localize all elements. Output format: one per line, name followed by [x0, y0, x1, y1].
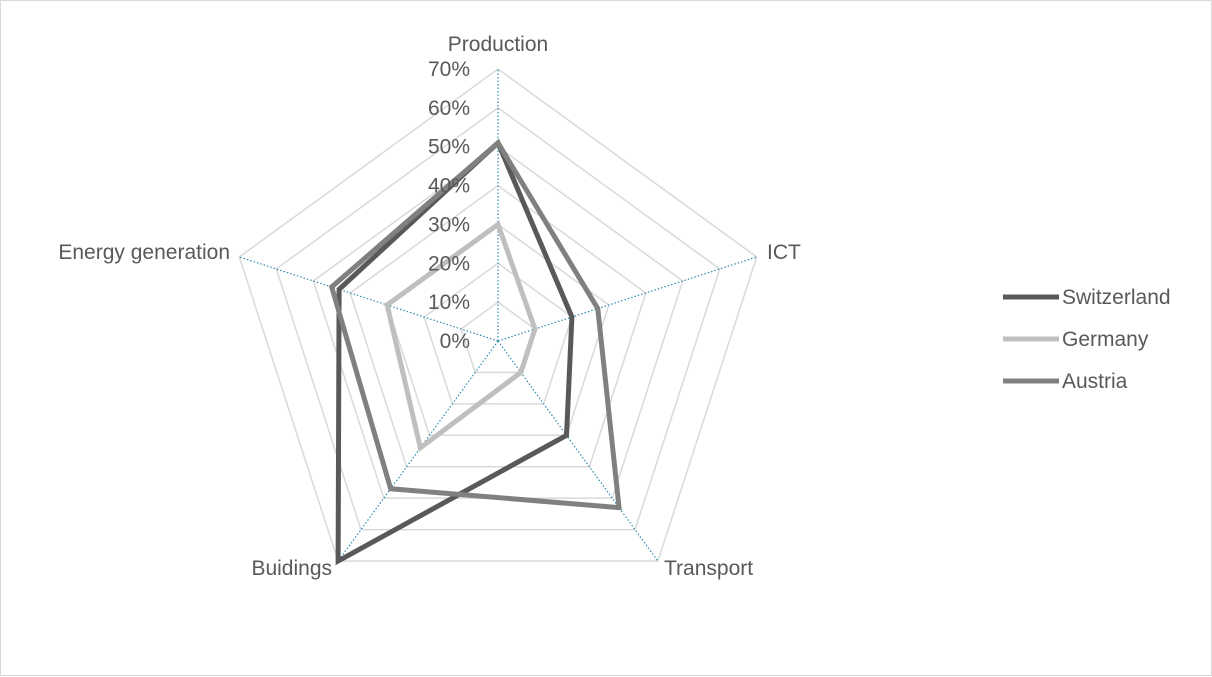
axis-labels: Production ICT Transport Buidings Energy gen… [58, 33, 801, 580]
legend-label: Germany [1062, 328, 1149, 351]
series-line-germany [384, 220, 538, 453]
legend-label: Switzerland [1062, 286, 1171, 309]
tick-label: 20% [428, 252, 470, 275]
legend: Switzerland Germany Austria [1003, 286, 1171, 393]
grid-ring-4 [349, 184, 647, 468]
grid-ring-6 [275, 106, 721, 531]
grid-ring-7 [238, 68, 758, 562]
tick-label: 10% [428, 291, 470, 314]
series-line-switzerland [335, 138, 575, 566]
axis-label-1: ICT [767, 241, 801, 264]
axis-label-0: Production [448, 33, 548, 56]
tick-label: 30% [428, 213, 470, 236]
grid-ring-2 [423, 262, 573, 405]
grid-ring-1 [460, 301, 536, 374]
tick-label: 50% [428, 136, 470, 159]
tick-label: 60% [428, 97, 470, 120]
axis-label-2: Transport [664, 557, 753, 580]
tick-label: 70% [428, 58, 470, 81]
legend-label: Austria [1062, 370, 1128, 393]
tick-label: 40% [428, 175, 470, 198]
tick-label: 0% [440, 330, 470, 353]
axis-label-3: Buidings [251, 557, 332, 580]
axis-label-4: Energy generation [58, 241, 230, 264]
radial-tick-labels: 0% 10% 20% 30% 40% 50% 60% 70% [428, 58, 470, 353]
series-line-austria [328, 138, 622, 511]
radar-series [328, 138, 622, 566]
spoke-3 [337, 340, 499, 562]
